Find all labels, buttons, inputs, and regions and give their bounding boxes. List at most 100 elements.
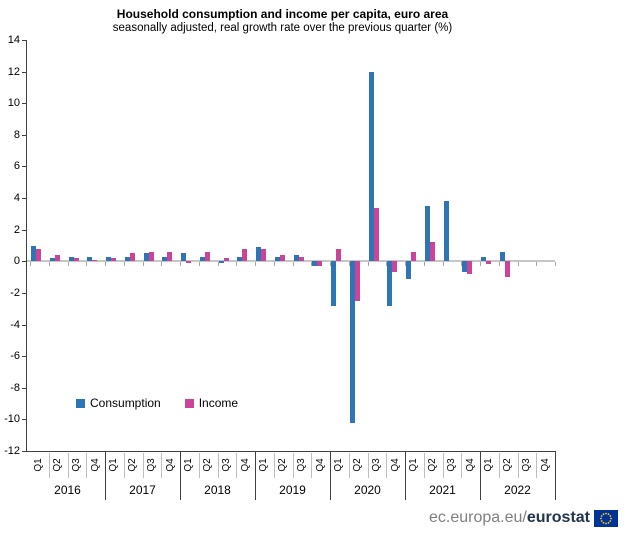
x-axis-quarter-label: Q3 [295,458,307,472]
eurostat-footer: ec.europa.eu/eurostat [429,509,618,527]
quarter-tick [180,262,181,267]
x-axis-quarter-label: Q1 [108,458,120,472]
year-divider [555,452,556,500]
y-axis-tick [22,451,26,452]
quarter-divider [142,453,144,478]
x-axis-year-label: 2021 [429,483,456,497]
quarter-tick [255,262,256,267]
quarter-tick [498,262,500,267]
x-axis-quarter-label: Q1 [183,458,195,472]
quarter-tick [217,262,219,267]
bar-consumption-2021-Q3 [443,201,449,262]
x-axis-year-label: 2017 [129,483,156,497]
y-axis-line [26,40,27,452]
quarter-divider [236,453,238,478]
quarter-divider [161,453,163,478]
quarter-tick [123,262,125,267]
x-axis-quarter-label: Q2 [127,458,139,472]
bar-income-2019-Q2 [279,254,285,262]
bar-consumption-2021-Q4 [462,261,468,273]
quarter-tick [48,262,50,267]
quarter-tick [517,262,519,267]
quarter-divider [367,453,369,478]
x-axis-quarter-label: Q4 [464,458,476,472]
bar-income-2017-Q2 [129,253,135,262]
legend-item-consumption: Consumption [76,396,161,410]
bar-income-2017-Q1 [111,258,116,262]
y-axis-tick [22,166,26,168]
bar-income-2016-Q2 [54,254,60,262]
y-axis-label: 10 [7,97,20,110]
quarter-divider [461,453,463,478]
legend-item-income: Income [184,396,238,410]
quarter-tick [536,262,538,267]
bar-consumption-2016-Q1 [31,245,36,262]
y-axis-label: -8 [10,381,20,394]
bar-income-2022-Q2 [504,261,510,278]
eu-flag-icon [594,509,618,527]
footer-url-eurostat[interactable]: eurostat [526,509,590,526]
bar-consumption-2017-Q1 [106,256,111,262]
x-axis-quarter-label: Q4 [389,458,401,472]
bar-consumption-2018-Q2 [199,256,205,262]
x-axis-year-label: 2022 [504,483,531,497]
chart-legend: Consumption Income [76,396,238,410]
quarter-tick [405,262,406,267]
year-divider [180,452,181,500]
quarter-tick [480,262,481,267]
bar-income-2019-Q1 [261,248,266,262]
x-axis-quarter-label: Q3 [145,458,157,472]
y-axis-label: 12 [7,65,20,78]
footer-url-prefix[interactable]: ec.europa.eu/ [429,509,527,526]
bar-income-2019-Q4 [317,261,323,267]
bar-consumption-2018-Q3 [218,261,224,263]
bar-consumption-2019-Q4 [312,261,318,267]
bar-consumption-2017-Q3 [143,253,149,262]
quarter-divider [536,453,538,478]
y-axis-label: -12 [4,445,20,457]
bar-income-2021-Q1 [411,251,416,262]
x-axis-quarter-label: Q2 [352,458,364,472]
bar-income-2018-Q1 [186,261,191,263]
bar-consumption-2020-Q4 [387,261,393,306]
income-swatch-icon [184,398,194,408]
y-axis-tick [22,198,26,200]
x-axis-year-label: 2016 [54,483,81,497]
quarter-divider [217,453,219,478]
bar-income-2016-Q3 [73,258,79,262]
y-axis-label: 0 [13,255,20,268]
quarter-tick [348,262,350,267]
x-axis-quarter-label: Q3 [70,458,82,472]
bar-consumption-2020-Q3 [368,71,374,262]
x-axis-quarter-label: Q4 [539,458,551,472]
x-axis-quarter-label: Q3 [370,458,382,472]
x-axis-quarter-label: Q1 [333,458,345,472]
bar-income-2016-Q4 [92,259,98,262]
x-axis-quarter-label: Q4 [239,458,251,472]
x-axis-quarter-label: Q4 [314,458,326,472]
y-axis-tick [22,40,26,41]
quarter-divider [311,453,313,478]
y-axis-tick [22,387,26,389]
quarter-tick [292,262,294,267]
quarter-tick [198,262,200,267]
bar-consumption-2019-Q3 [293,254,299,262]
bar-income-2020-Q2 [354,261,360,301]
year-divider [330,452,331,500]
bar-consumption-2018-Q1 [181,253,186,262]
bar-income-2017-Q4 [167,251,173,262]
x-axis-quarter-label: Q3 [220,458,232,472]
bar-income-2017-Q3 [148,251,154,262]
x-axis-quarter-label: Q2 [427,458,439,472]
x-axis-quarter-label: Q4 [164,458,176,472]
quarter-tick [161,262,163,267]
y-axis-tick [22,324,26,326]
x-axis-year-label: 2020 [354,483,381,497]
year-divider [255,452,256,500]
quarter-tick [30,262,31,267]
quarter-tick [86,262,88,267]
y-axis-tick [22,356,26,358]
bar-consumption-2017-Q2 [124,256,130,262]
